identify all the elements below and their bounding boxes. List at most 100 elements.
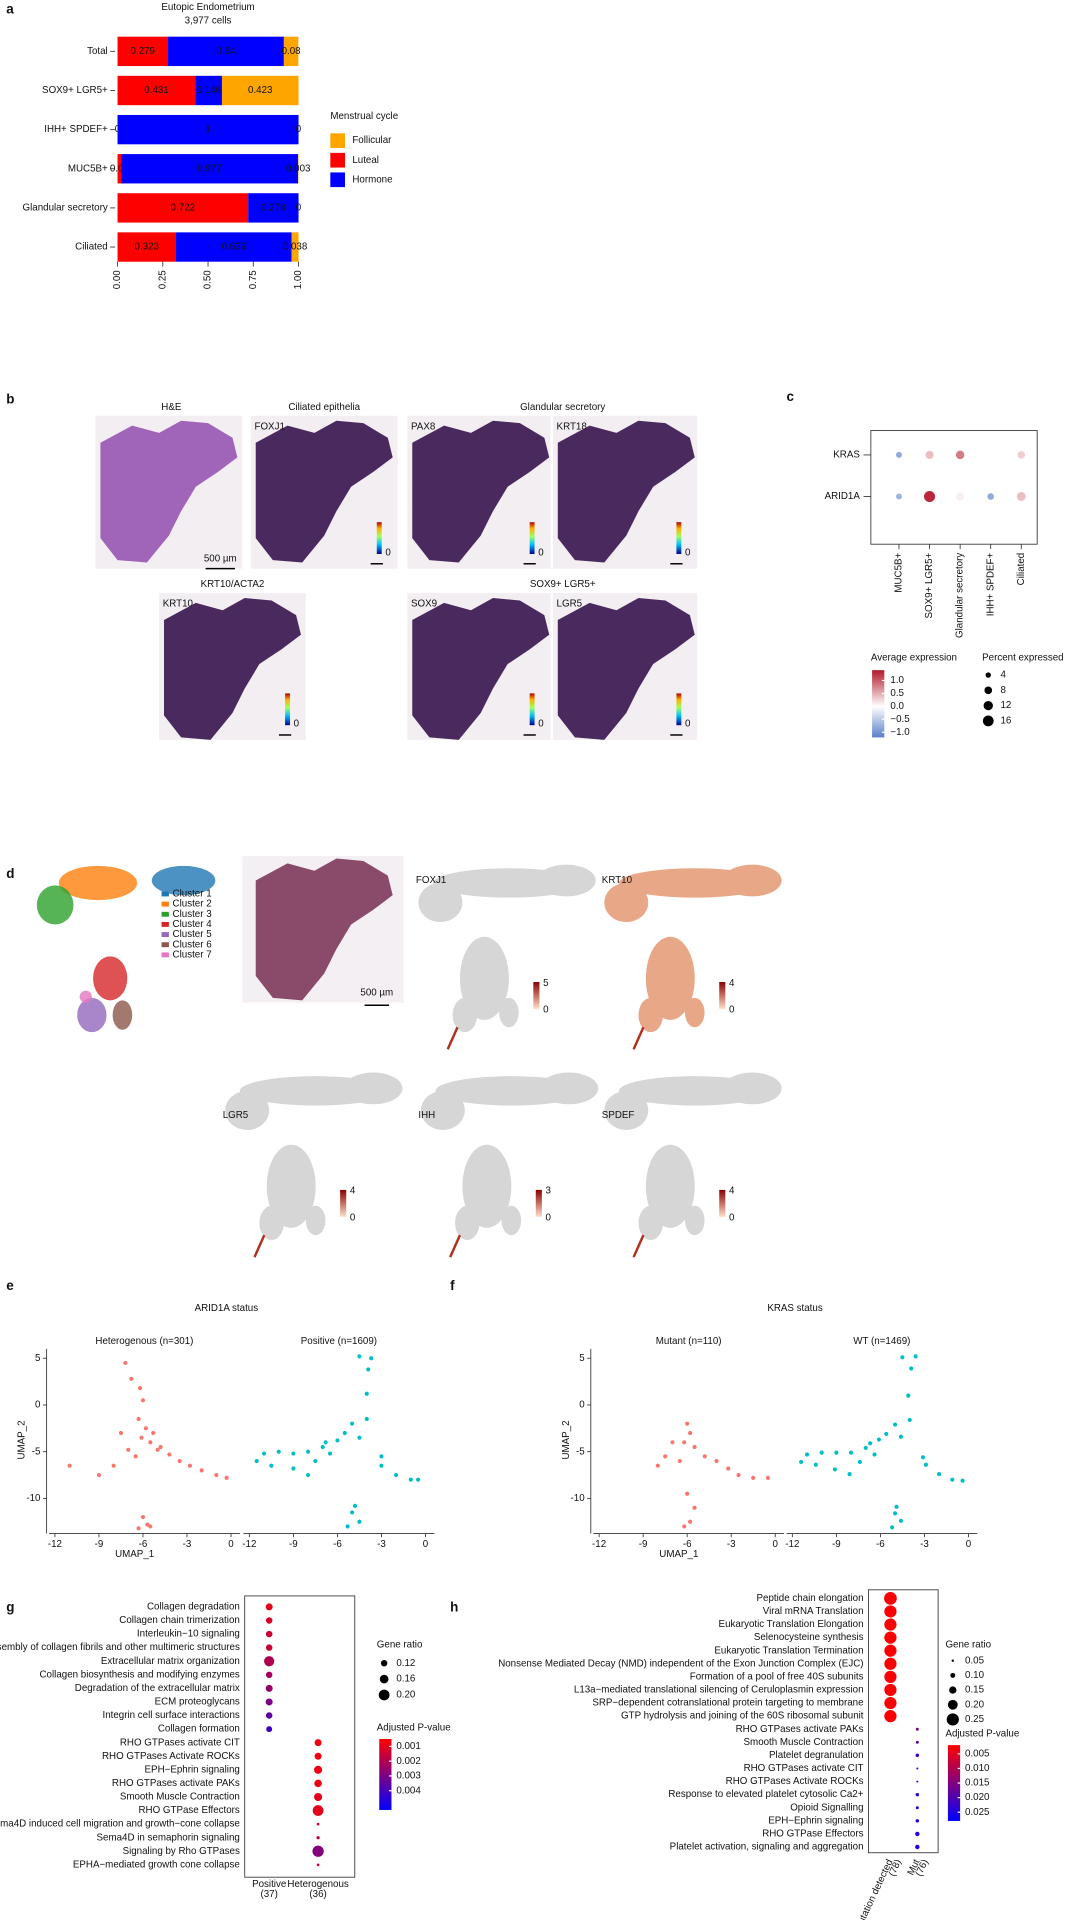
data-label: 0.08 — [282, 46, 301, 57]
data-label: 0.977 — [197, 163, 221, 174]
colorbar — [872, 670, 885, 738]
colorbar — [676, 522, 682, 554]
y-tick-label: Collagen biosynthesis and modifying enzy… — [40, 1669, 240, 1680]
dot — [265, 1698, 273, 1706]
cluster-region — [58, 865, 138, 901]
point — [139, 1435, 144, 1440]
size-legend-label: 0.12 — [396, 1658, 415, 1669]
x-tick-label: Glandular secretory — [955, 553, 966, 638]
cluster-region — [79, 990, 92, 1003]
y-tick-label: Eukaryotic Translation Termination — [714, 1645, 863, 1656]
colorbar-label: 0 — [385, 547, 391, 558]
dot — [265, 1603, 273, 1611]
colorbar-label: −1.0 — [890, 727, 910, 738]
point — [394, 1472, 399, 1478]
y-tick-label: Assembly of collagen fibrils and other m… — [0, 1642, 240, 1653]
legend-swatch — [161, 901, 169, 907]
bar-segment — [117, 36, 169, 67]
scale-bar-label: 500 µm — [360, 988, 393, 999]
point — [305, 1449, 311, 1454]
dot — [987, 493, 995, 500]
colorbar-label: 4 — [350, 1186, 356, 1197]
point — [143, 1426, 148, 1431]
bar-segment — [117, 232, 176, 262]
point — [148, 1440, 153, 1445]
dot — [915, 1753, 920, 1758]
y-tick-label: Formation of a pool of free 40S subunits — [690, 1671, 864, 1682]
y-tick-label: Degradation of the extracellular matrix — [75, 1683, 240, 1694]
colorbar-label: 0 — [546, 1213, 552, 1224]
x-tick-label: -9 — [832, 1539, 841, 1550]
dot — [956, 492, 965, 501]
dot — [884, 1710, 897, 1723]
point — [819, 1450, 824, 1455]
data-label: 0.279 — [131, 46, 155, 57]
dot — [314, 1765, 323, 1774]
panel-label: c — [786, 389, 794, 404]
gene-label: KRT18 — [557, 421, 587, 432]
umap-image — [417, 863, 597, 1051]
legend-swatch — [330, 152, 345, 168]
point — [726, 1466, 731, 1471]
size-legend-label: 12 — [1000, 700, 1011, 711]
point — [335, 1438, 340, 1443]
chart-title: KRAS status — [767, 1303, 822, 1314]
colorbar-label: 0.5 — [890, 688, 904, 699]
point — [937, 1472, 942, 1477]
point — [136, 1526, 141, 1531]
data-label: 0.323 — [135, 242, 159, 253]
dot — [884, 1605, 897, 1618]
size-legend-label: 0.15 — [965, 1685, 985, 1696]
y-tick-label: RHO GTPase Effectors — [139, 1805, 240, 1816]
y-tick-label: Signaling by Rho GTPases — [123, 1846, 240, 1857]
point — [906, 1393, 911, 1398]
bar-segment — [221, 75, 299, 106]
point — [305, 1472, 311, 1478]
size-key — [946, 1713, 959, 1726]
gene-label: IHH — [418, 1110, 435, 1121]
y-tick-label: Sema4D induced cell migration and growth… — [0, 1819, 240, 1830]
size-legend-label: 8 — [1000, 685, 1005, 696]
legend-label: Hormone — [352, 174, 392, 185]
colorbar — [285, 693, 290, 726]
data-label: 0.278 — [261, 202, 285, 213]
facet-title: Positive (n=1609) — [301, 1336, 377, 1347]
point — [148, 1524, 153, 1529]
dot — [915, 1806, 919, 1810]
point — [345, 1524, 350, 1529]
cluster-region — [93, 956, 128, 1001]
bar-segment — [117, 114, 299, 145]
x-tick-label: 0.25 — [157, 270, 168, 290]
facet-title: WT (n=1469) — [853, 1336, 910, 1347]
bar-segment — [168, 36, 284, 67]
colorbar — [676, 693, 682, 726]
dot — [915, 1740, 919, 1744]
point — [291, 1451, 296, 1456]
colorbar-label: −0.5 — [890, 714, 910, 725]
y-tick-label: Peptide chain elongation — [757, 1593, 864, 1604]
dot — [884, 1696, 897, 1710]
y-tick-label: Ciliated — [75, 242, 108, 253]
y-axis-title: UMAP_2 — [17, 1420, 28, 1459]
x-tick-label: -3 — [920, 1539, 929, 1550]
x-tick-label: -12 — [48, 1539, 62, 1550]
point — [909, 1366, 914, 1371]
point — [892, 1511, 898, 1516]
point — [177, 1458, 182, 1464]
colorbar-label: 0.015 — [965, 1778, 990, 1789]
plot-frame — [867, 1589, 939, 1854]
colorbar-label: 0.001 — [396, 1741, 420, 1752]
legend-label: Cluster 1 — [173, 889, 212, 900]
point — [167, 1452, 172, 1457]
x-tick-label: -3 — [183, 1539, 192, 1550]
point — [898, 1434, 904, 1439]
colorbar-label: 0 — [685, 719, 691, 730]
point — [364, 1391, 369, 1396]
colorbar — [379, 1739, 392, 1810]
y-tick-label: Integrin cell surface interactions — [102, 1710, 239, 1721]
point — [111, 1463, 116, 1468]
legend-swatch — [161, 921, 169, 927]
chart-subtitle: 3,977 cells — [185, 15, 232, 26]
